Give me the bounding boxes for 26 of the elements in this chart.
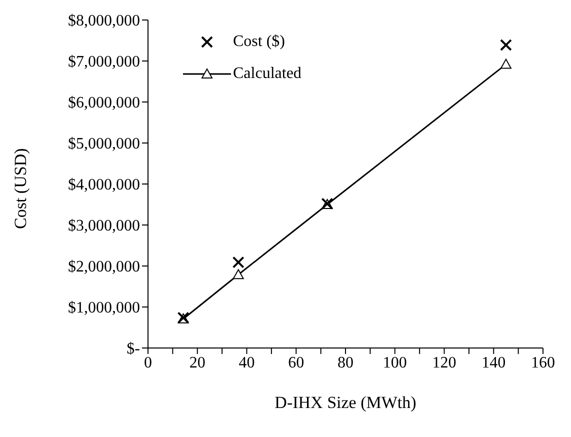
y-tick-label: $6,000,000 [68, 94, 140, 112]
point [500, 39, 512, 52]
x-axis-title: D-IHX Size (MWth) [274, 393, 416, 412]
x-tick-label: 100 [382, 354, 407, 372]
y-tick-label: $- [126, 340, 140, 358]
y-tick-label: $5,000,000 [68, 136, 140, 153]
y-tick-label: $3,000,000 [68, 218, 140, 235]
y-tick-label: $8,000,000 [68, 12, 140, 30]
y-axis-title: Cost (USD) [11, 148, 30, 229]
y-tick-label: $1,000,000 [68, 300, 140, 317]
y-tick-label: $4,000,000 [68, 176, 140, 194]
x-tick-label: 80 [338, 354, 354, 372]
x-tick-label: 20 [189, 354, 206, 372]
x-tick-label: 160 [531, 354, 555, 372]
legend-label: Cost ($) [233, 32, 285, 52]
point [500, 58, 512, 69]
x-tick-label: 60 [288, 354, 304, 372]
y-tick-label: $2,000,000 [68, 258, 140, 276]
point [232, 269, 244, 280]
point [232, 256, 244, 268]
x-tick-label: 140 [482, 354, 506, 372]
x-tick-label: 120 [432, 354, 456, 372]
y-tick-label: $7,000,000 [68, 54, 140, 71]
x-tick-label: 40 [238, 354, 255, 372]
x-tick-label: 0 [144, 354, 152, 372]
legend-label: Calculated [233, 64, 302, 84]
